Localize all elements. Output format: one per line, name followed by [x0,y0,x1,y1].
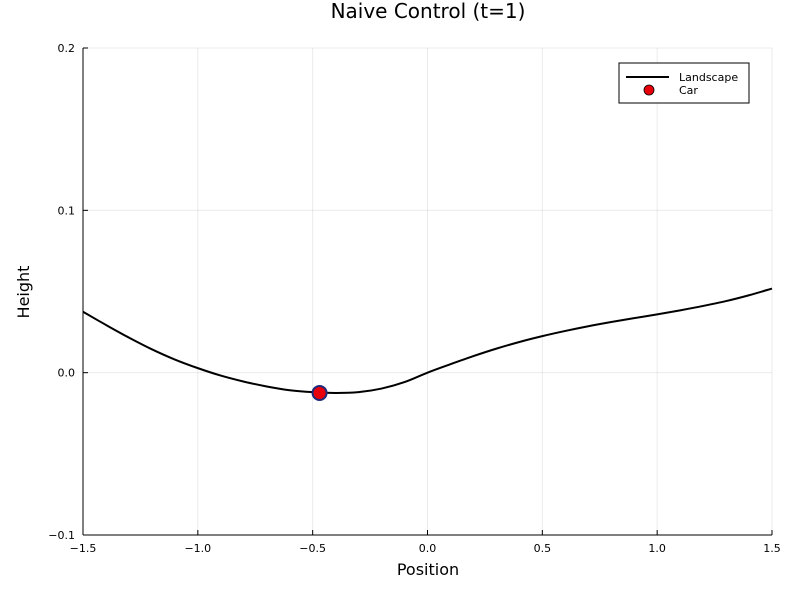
x-tick-label: −0.5 [299,542,326,555]
x-ticks: −1.5 −1.0 −0.5 0.0 0.5 1.0 1.5 [70,530,781,555]
y-axis-title: Height [14,266,33,319]
y-tick-label: −0.1 [48,529,75,542]
x-tick-label: 0.5 [534,542,552,555]
series-layer [82,287,773,401]
landscape-line [82,287,773,394]
x-tick-label: 1.0 [648,542,666,555]
legend-box [618,62,750,104]
x-tick-label: −1.5 [70,542,97,555]
legend: Landscape Car [618,62,750,104]
legend-label-landscape: Landscape [679,71,738,84]
y-tick-label: 0.0 [58,367,76,380]
x-tick-label: 0.0 [419,542,437,555]
x-tick-label: 1.5 [763,542,781,555]
legend-label-car: Car [679,84,698,97]
y-tick-label: 0.1 [58,204,76,217]
legend-marker-car [643,84,655,96]
x-tick-label: −1.0 [184,542,211,555]
y-tick-label: 0.2 [58,42,76,55]
y-ticks: −0.1 0.0 0.1 0.2 [48,42,88,542]
chart-title: Naive Control (t=1) [331,0,526,23]
x-axis-title: Position [397,560,459,579]
car-point [311,384,328,401]
